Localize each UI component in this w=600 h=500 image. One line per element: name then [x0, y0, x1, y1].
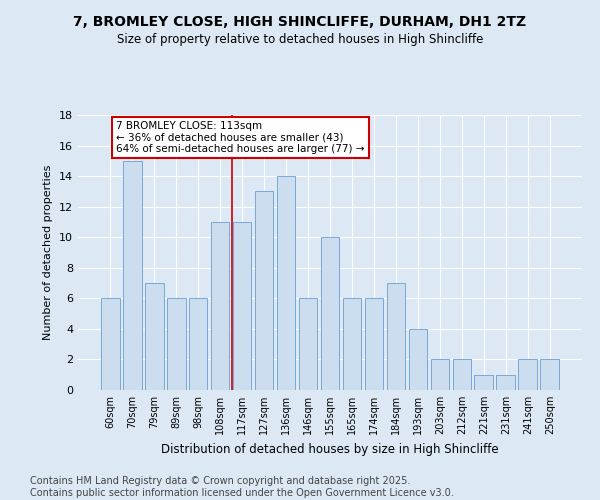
- Bar: [386, 283, 405, 390]
- Text: Size of property relative to detached houses in High Shincliffe: Size of property relative to detached ho…: [117, 32, 483, 46]
- Text: 7, BROMLEY CLOSE, HIGH SHINCLIFFE, DURHAM, DH1 2TZ: 7, BROMLEY CLOSE, HIGH SHINCLIFFE, DURHA…: [73, 15, 527, 29]
- Y-axis label: Number of detached properties: Number of detached properties: [43, 165, 53, 340]
- Bar: [365, 298, 383, 390]
- Text: 7 BROMLEY CLOSE: 113sqm
← 36% of detached houses are smaller (43)
64% of semi-de: 7 BROMLEY CLOSE: 113sqm ← 36% of detache…: [116, 121, 364, 154]
- Bar: [320, 237, 340, 390]
- Bar: [145, 283, 164, 390]
- Bar: [518, 360, 537, 390]
- X-axis label: Distribution of detached houses by size in High Shincliffe: Distribution of detached houses by size …: [161, 442, 499, 456]
- Bar: [189, 298, 208, 390]
- Bar: [496, 374, 515, 390]
- Bar: [452, 360, 471, 390]
- Bar: [255, 192, 274, 390]
- Bar: [475, 374, 493, 390]
- Bar: [299, 298, 317, 390]
- Bar: [101, 298, 119, 390]
- Bar: [541, 360, 559, 390]
- Bar: [343, 298, 361, 390]
- Bar: [409, 329, 427, 390]
- Bar: [277, 176, 295, 390]
- Bar: [211, 222, 229, 390]
- Bar: [233, 222, 251, 390]
- Bar: [123, 161, 142, 390]
- Bar: [167, 298, 185, 390]
- Bar: [431, 360, 449, 390]
- Text: Contains HM Land Registry data © Crown copyright and database right 2025.
Contai: Contains HM Land Registry data © Crown c…: [30, 476, 454, 498]
